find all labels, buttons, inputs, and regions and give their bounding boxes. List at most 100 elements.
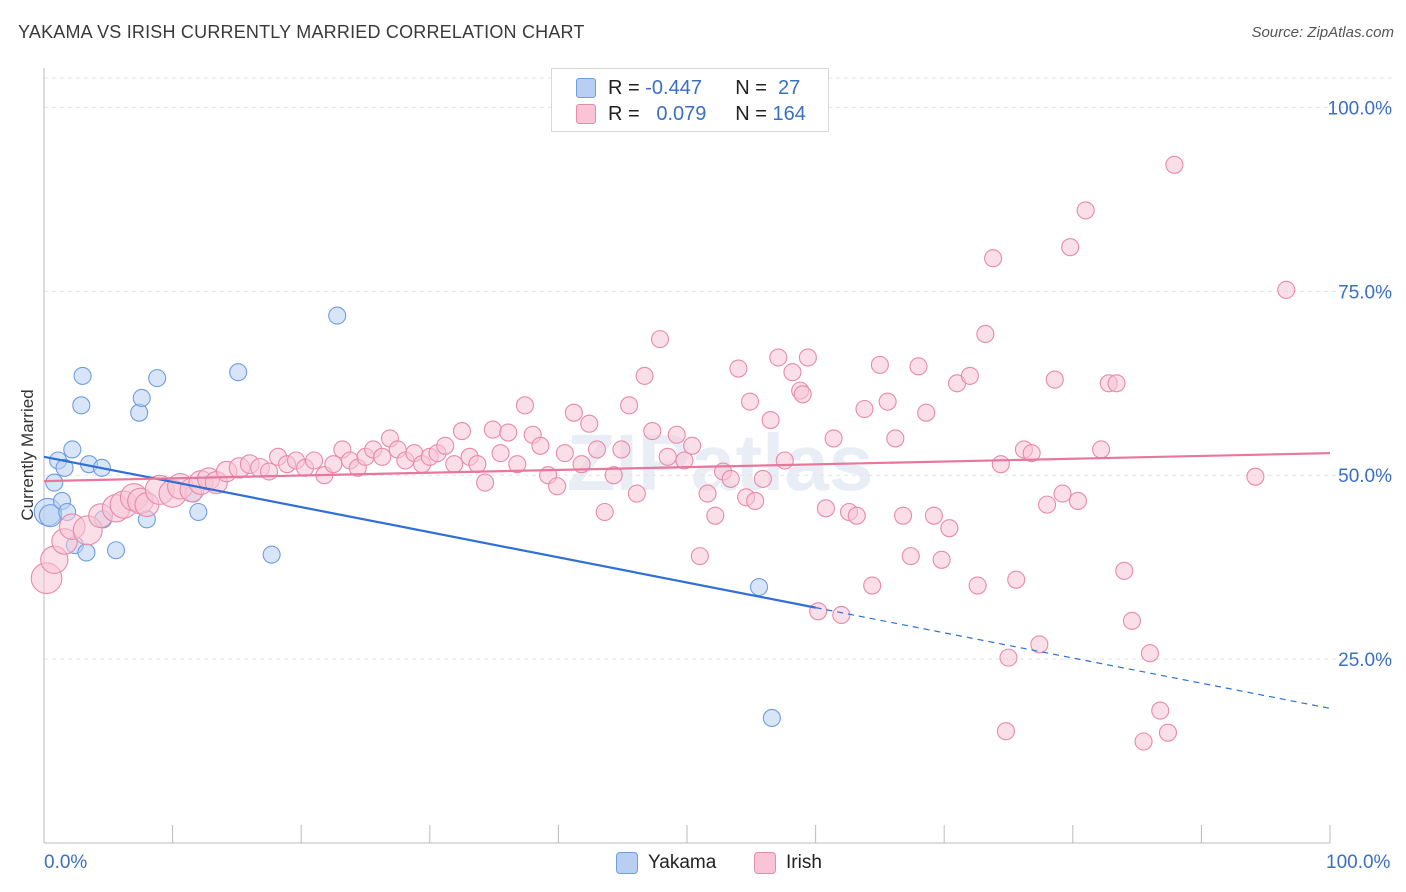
irish-trend-line: [43, 452, 1331, 483]
irish-point: [1076, 201, 1095, 220]
irish-point: [612, 440, 631, 459]
irish-point: [863, 576, 882, 595]
irish-swatch: [576, 104, 596, 124]
irish-point: [793, 385, 812, 404]
irish-point: [1007, 570, 1026, 589]
irish-point: [627, 484, 646, 503]
yakama-point: [148, 369, 167, 388]
irish-point: [531, 436, 550, 455]
irish-point: [940, 519, 959, 538]
irish-legend-swatch: [754, 852, 776, 874]
irish-point: [1277, 280, 1296, 299]
yakama-point: [132, 388, 151, 408]
irish-point: [847, 506, 866, 525]
irish-point: [643, 422, 662, 441]
irish-point: [824, 429, 843, 448]
yakama-legend-swatch: [616, 852, 638, 874]
irish-point: [324, 455, 343, 474]
yakama-point: [45, 473, 64, 492]
irish-point: [917, 403, 936, 422]
irish-point: [798, 348, 817, 367]
irish-point: [491, 444, 510, 463]
irish-point: [740, 392, 760, 411]
irish-point: [932, 550, 951, 569]
yakama-point: [229, 363, 248, 382]
legend-r-value: 0.079: [645, 102, 707, 125]
irish-point: [452, 422, 472, 441]
y-tick-label: 75.0%: [1338, 282, 1392, 303]
irish-point: [1022, 444, 1041, 463]
irish-point: [595, 502, 614, 522]
yakama-point: [72, 396, 91, 415]
irish-point: [1068, 491, 1087, 511]
yakama-point: [189, 502, 208, 522]
irish-point: [878, 392, 897, 411]
irish-point: [729, 359, 748, 378]
yakama-point: [106, 541, 126, 560]
irish-point: [996, 722, 1015, 741]
yakama-point: [130, 403, 149, 422]
legend-item-yakama: Yakama: [616, 852, 716, 874]
irish-point: [746, 491, 765, 511]
irish-point: [515, 396, 535, 415]
irish-point: [564, 403, 583, 422]
irish-point: [991, 455, 1010, 474]
irish-point: [483, 420, 502, 439]
legend-r-value: -0.447: [645, 76, 702, 99]
series-legend: Yakama Irish: [0, 852, 1406, 876]
irish-point: [1107, 374, 1126, 393]
yakama-point: [63, 440, 82, 459]
yakama-swatch: [576, 78, 596, 98]
irish-point: [893, 506, 913, 525]
yakama-point: [77, 543, 96, 562]
irish-point: [604, 466, 623, 485]
irish-point: [548, 477, 567, 496]
irish-point: [580, 414, 599, 433]
irish-point: [901, 547, 920, 566]
irish-point: [468, 455, 487, 474]
irish-point: [855, 399, 874, 419]
irish-point: [690, 547, 709, 566]
irish-point: [870, 355, 889, 374]
yakama-point: [262, 545, 281, 564]
legend-r-label: R =: [608, 102, 646, 125]
irish-point: [960, 366, 979, 385]
irish-point: [305, 451, 324, 470]
irish-point: [761, 410, 780, 430]
irish-point: [698, 484, 717, 503]
irish-point: [1134, 732, 1153, 751]
legend-n-value: 164: [772, 102, 806, 125]
irish-point: [555, 444, 574, 463]
irish-point: [809, 602, 828, 621]
irish-point: [499, 423, 518, 442]
irish-point: [1158, 723, 1178, 742]
irish-point: [658, 447, 677, 466]
legend-r-label: R =: [608, 76, 646, 99]
irish-point: [753, 469, 772, 488]
irish-point: [259, 462, 279, 481]
irish-point: [650, 330, 670, 349]
yakama-point: [328, 306, 347, 325]
irish-point: [1092, 440, 1111, 459]
irish-point: [775, 451, 794, 470]
irish-point: [706, 506, 725, 525]
irish-point: [1115, 561, 1134, 580]
legend-row-yakama: R = -0.447 N = 27: [576, 77, 800, 99]
irish-point: [984, 249, 1003, 268]
irish-point: [1030, 635, 1049, 654]
irish-point: [909, 357, 928, 376]
legend-n-label: N =: [735, 102, 773, 125]
irish-point: [816, 499, 835, 518]
irish-point: [1045, 370, 1064, 389]
irish-point: [721, 469, 740, 488]
legend-label-irish: Irish: [786, 852, 822, 873]
irish-point: [476, 473, 495, 492]
irish-point: [436, 436, 455, 455]
yakama-trend-line: [43, 455, 816, 609]
yakama-trend-extension: [815, 607, 1331, 709]
irish-point: [373, 447, 392, 466]
irish-point: [635, 366, 654, 385]
irish-point: [832, 605, 851, 625]
legend-item-irish: Irish: [754, 852, 822, 874]
